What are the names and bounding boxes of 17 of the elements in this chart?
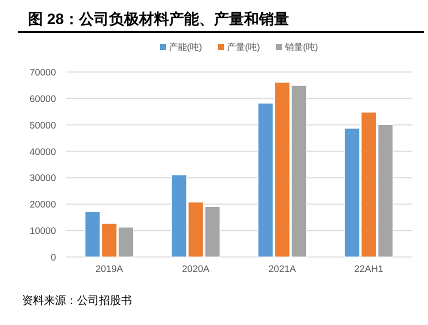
y-tick-label: 60000 (30, 94, 56, 105)
y-tick-label: 50000 (30, 120, 56, 132)
y-tick-label: 0 (50, 252, 56, 264)
x-tick-label: 22AH1 (354, 264, 384, 275)
x-tick-label: 2021A (268, 264, 297, 275)
text: 资料来源：公司招股书 (22, 294, 132, 307)
y-tick-label: 40000 (30, 146, 56, 158)
y-tick-label: 30000 (30, 173, 56, 184)
x-tick-label: 2020A (182, 264, 210, 275)
chart-title: 图 28：公司负极材料产能、产量和销量 (28, 11, 289, 28)
legend-label: 产能(吨) (169, 42, 202, 52)
legend-label: 销量(吨) (284, 42, 318, 52)
legend-label: 产量(吨) (227, 42, 260, 52)
y-tick-label: 10000 (30, 226, 56, 238)
x-tick-label: 2019A (96, 264, 124, 275)
y-tick-label: 20000 (30, 200, 56, 211)
y-tick-label: 70000 (30, 68, 56, 78)
